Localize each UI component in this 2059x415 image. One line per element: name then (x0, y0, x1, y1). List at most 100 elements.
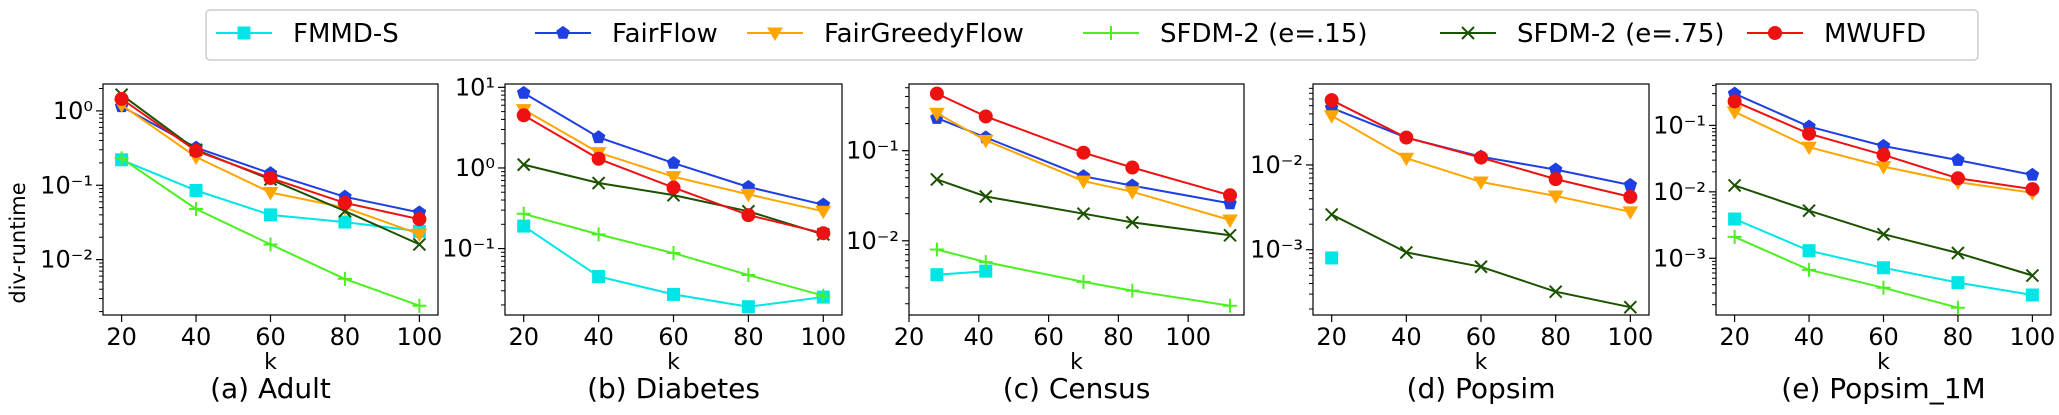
plot-area (929, 86, 1238, 313)
data-point (1474, 150, 1488, 165)
x-tick-label: 40 (1391, 323, 1422, 351)
data-point (1325, 251, 1339, 265)
legend-label: MWUFD (1824, 19, 1926, 49)
x-tick-label: 40 (964, 323, 995, 351)
panel-caption: (e) Popsim_1M (1781, 372, 1985, 405)
legend-marker (767, 27, 783, 41)
y-tick-label: 10⁻¹ (846, 137, 899, 165)
legend-item-fairflow: FairFlow (535, 19, 718, 49)
data-point (591, 227, 606, 242)
chart-panel-1: 10⁻² 10⁻¹ 10⁰ 20 40 60 80 100 k(a) Adult (40, 83, 442, 405)
x-tick-label: 60 (658, 323, 689, 351)
series-sfdm-2-e-75 (1727, 178, 2040, 283)
legend-frame (205, 9, 1979, 61)
data-point (978, 255, 993, 270)
y-tick-label: 10⁰ (53, 97, 93, 125)
data-point (741, 300, 755, 314)
data-point (516, 108, 531, 123)
data-point (1623, 177, 1638, 191)
data-point (929, 242, 944, 257)
series-fmmd-s (1728, 212, 2039, 302)
x-tick-label: 80 (1943, 323, 1974, 351)
data-point (412, 298, 427, 313)
x-axis-label: k (1070, 350, 1083, 375)
x-tick-label: 80 (1540, 323, 1571, 351)
data-point (1223, 228, 1237, 243)
data-point (1398, 152, 1415, 167)
data-point (411, 228, 428, 243)
legend-label: FairFlow (612, 19, 718, 49)
plot-area (1726, 86, 2041, 315)
legend-marker (556, 25, 570, 39)
data-point (930, 268, 944, 282)
legend-marker (1768, 26, 1782, 40)
data-point (1802, 262, 1817, 277)
x-tick-label: 100 (800, 323, 846, 351)
data-point (114, 91, 129, 106)
y-tick-label: 10⁻² (1250, 151, 1303, 179)
data-point (1075, 175, 1092, 190)
data-point (337, 195, 352, 210)
x-axis-label: k (264, 350, 277, 375)
panel-caption: (a) Adult (210, 372, 331, 405)
plot-area (515, 85, 832, 314)
chart-panel-5: 10⁻³ 10⁻² 10⁻¹ 20 40 60 80 100 k(e) Popsim_1M (1653, 83, 2055, 405)
data-point (1951, 152, 1965, 166)
x-tick-label: 80 (733, 323, 764, 351)
data-point (1223, 188, 1238, 203)
series-mwufd (1324, 93, 1638, 204)
data-point (1124, 186, 1141, 200)
data-point (1324, 93, 1339, 108)
x-axis-label: k (1877, 350, 1890, 375)
data-point (591, 151, 606, 166)
series-line (1734, 235, 1959, 309)
data-point (1076, 274, 1091, 289)
data-point (264, 208, 277, 222)
legend: FMMD-S FairFlow FairGreedyFlow SFDM-2 (e=.1… (205, 9, 1979, 61)
data-point (1125, 215, 1140, 230)
data-point (665, 171, 682, 185)
x-tick-label: 60 (1466, 323, 1497, 351)
plot-frame (1715, 83, 2052, 316)
data-point (1548, 172, 1563, 187)
x-tick-label: 20 (1316, 323, 1347, 351)
legend-item-sfdm-2-e-15: SFDM-2 (e=.15) (1083, 19, 1368, 49)
data-point (1727, 178, 1742, 193)
y-tick-label: 10⁻¹ (442, 235, 495, 263)
series-line (121, 98, 420, 221)
data-point (1622, 206, 1639, 220)
series-sfdm-2-e-15 (929, 242, 1238, 313)
data-point (263, 171, 278, 186)
x-axis-label: k (1475, 350, 1488, 375)
data-point (2025, 288, 2039, 302)
data-point (1950, 171, 1965, 186)
data-point (1728, 212, 1742, 226)
x-tick-label: 20 (508, 323, 539, 351)
data-point (1876, 280, 1891, 295)
plot-area (1323, 93, 1639, 314)
data-point (1399, 245, 1414, 260)
series-mwufd (114, 91, 427, 227)
series-sfdm-2-e-15 (1727, 229, 1965, 315)
series-fmmd-s (930, 264, 993, 282)
data-point (666, 155, 681, 169)
data-point (929, 86, 944, 101)
legend-label: FairGreedyFlow (824, 19, 1024, 49)
data-point (337, 271, 352, 286)
data-point (517, 157, 531, 172)
series-line (936, 112, 1231, 221)
series-fairgreedyflow (1323, 110, 1639, 220)
panel-caption: (b) Diabetes (587, 372, 760, 405)
plot-area (113, 88, 428, 313)
data-point (977, 134, 994, 149)
data-point (1399, 130, 1414, 145)
series-line (936, 270, 986, 276)
data-point (263, 237, 278, 252)
legend-marker (1461, 26, 1475, 40)
data-point (1876, 147, 1891, 162)
y-tick-label: 10⁻² (1653, 178, 1706, 206)
data-point (1324, 207, 1339, 222)
data-point (1876, 227, 1891, 241)
